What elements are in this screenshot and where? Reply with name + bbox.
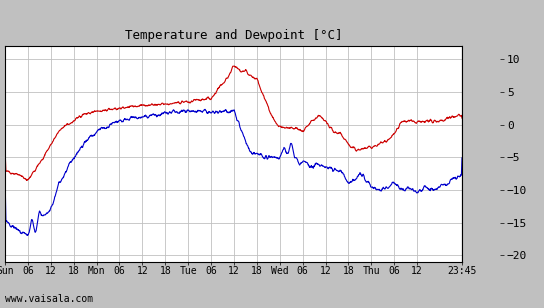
Text: www.vaisala.com: www.vaisala.com xyxy=(5,294,93,304)
Text: Temperature and Dewpoint [°C]: Temperature and Dewpoint [°C] xyxy=(125,29,342,42)
